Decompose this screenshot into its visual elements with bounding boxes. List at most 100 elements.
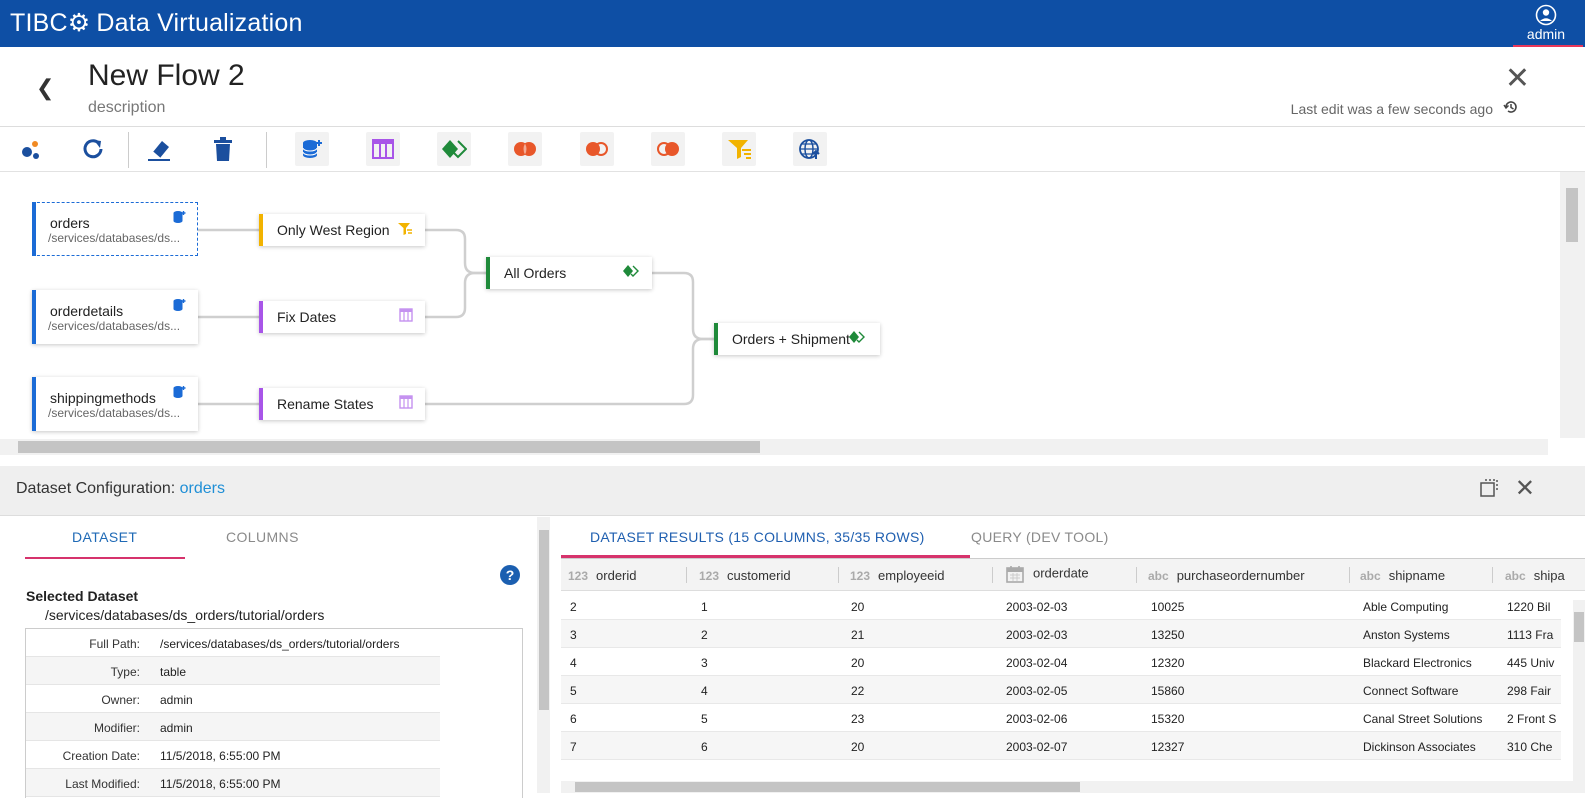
table-row[interactable]: 4 3 20 2003-02-04 12320 Blackard Electronics 4… [561,648,1561,676]
flow-connectors [198,228,718,406]
tab-query-dev-tool[interactable]: QUERY (DEV TOOL) [971,529,1109,545]
help-icon[interactable]: ? [500,565,520,585]
active-tab-indicator [25,557,185,559]
property-key: Owner: [101,693,140,707]
column-header-shipaddress[interactable]: abc shipa [1505,568,1565,583]
column-header-shipname[interactable]: abc shipname [1360,568,1445,583]
publish-icon[interactable] [793,132,827,166]
node-path: /services/databases/ds... [48,231,181,245]
left-join-icon[interactable] [580,132,614,166]
add-dataset-icon[interactable] [295,132,329,166]
user-avatar-icon [1535,4,1557,26]
config-dataset-name: orders [179,480,226,497]
user-menu[interactable]: admin [1513,4,1583,47]
app-header: TIBC⚙ Data Virtualization admin [0,0,1585,47]
flow-canvas[interactable]: orders /services/databases/ds... orderde… [0,172,1585,458]
column-header-orderdate[interactable]: orderdate [1005,564,1089,584]
transform-node-fix-dates[interactable]: Fix Dates [259,301,425,333]
filter-node-only-west-region[interactable]: Only West Region [259,214,425,246]
node-path: /services/databases/ds... [48,406,181,420]
table-row[interactable]: 2 1 20 2003-02-03 10025 Able Computing 1220 Bi… [561,592,1561,620]
config-label: Dataset Configuration: [16,480,176,497]
refresh-icon[interactable] [76,132,110,166]
table-cell: 21 [851,628,865,642]
last-edit-status: Last edit was a few seconds ago [1290,101,1493,117]
union-icon[interactable] [437,132,471,166]
text-type-icon: abc [1505,569,1526,583]
canvas-vertical-scroll-thumb[interactable] [1566,188,1578,242]
source-node-orderdetails[interactable]: orderdetails /services/databases/ds... [32,290,198,344]
table-cell: 298 Fair [1507,684,1552,698]
column-name: purchaseordernumber [1176,568,1305,583]
table-cell: 20 [851,600,865,614]
property-key: Full Path: [89,637,140,651]
filter-icon[interactable] [722,132,756,166]
table-cell: 2003-02-03 [1006,600,1068,614]
results-vertical-scrollbar[interactable] [1573,600,1585,793]
table-row[interactable]: 5 4 22 2003-02-05 15860 Connect Software 298 F… [561,676,1561,704]
table-row[interactable]: 6 5 23 2003-02-06 15320 Canal Street Solution… [561,704,1561,732]
flow-description[interactable]: description [88,99,166,116]
node-name: Orders + Shipment [732,331,850,347]
numeric-type-icon: 123 [850,569,871,583]
toolbar-divider [266,132,267,168]
user-name: admin [1526,26,1566,42]
source-node-orders[interactable]: orders /services/databases/ds... [32,202,198,256]
property-row: Type: table [26,657,440,685]
source-node-shippingmethods[interactable]: shippingmethods /services/databases/ds..… [32,377,198,431]
auto-layout-icon[interactable] [14,132,48,166]
table-cell: 1220 Bil [1507,600,1551,614]
table-row[interactable]: 3 2 21 2003-02-03 13250 Anston Systems 1113 Fr… [561,620,1561,648]
tab-columns[interactable]: COLUMNS [226,529,299,545]
history-icon[interactable] [1503,99,1519,120]
delete-icon[interactable] [206,132,240,166]
column-divider [992,567,993,583]
union-node-orders-shipment[interactable]: Orders + Shipment [714,323,880,355]
property-row: Creation Date: 11/5/2018, 6:55:00 PM [26,741,440,769]
join-icon[interactable] [508,132,542,166]
table-cell: 2 [701,628,708,642]
column-header-purchaseordernumber[interactable]: abc purchaseordernumber [1148,568,1305,583]
table-row[interactable]: 7 6 20 2003-02-07 12327 Dickinson Associates 3… [561,732,1561,760]
database-icon [172,298,186,315]
table-cell: 7 [570,740,577,754]
edit-columns-icon[interactable] [366,132,400,166]
table-cell: Blackard Electronics [1363,656,1472,670]
property-value: 11/5/2018, 6:55:00 PM [160,777,281,791]
column-header-employeeid[interactable]: 123 employeeid [850,568,945,583]
tab-dataset-results[interactable]: DATASET RESULTS (15 COLUMNS, 35/35 ROWS) [590,529,925,545]
results-table-header: 123 orderid 123 customerid 123 employeeid o… [561,559,1585,591]
close-icon[interactable]: ✕ [1504,62,1530,95]
details-vertical-scroll-thumb[interactable] [539,530,549,710]
column-header-orderid[interactable]: 123 orderid [568,568,637,583]
table-cell: 2003-02-07 [1006,740,1068,754]
flow-toolbar [0,128,1585,172]
table-cell: 3 [701,656,708,670]
column-divider [838,567,839,583]
close-panel-icon[interactable]: ✕ [1514,475,1535,502]
table-cell: Anston Systems [1363,628,1450,642]
union-node-all-orders[interactable]: All Orders [486,257,652,289]
tab-dataset[interactable]: DATASET [72,529,138,545]
user-underline [1513,45,1583,47]
numeric-type-icon: 123 [699,569,720,583]
right-join-icon[interactable] [651,132,685,166]
table-cell: Able Computing [1363,600,1449,614]
clear-icon[interactable] [142,132,176,166]
results-horizontal-scroll-thumb[interactable] [575,782,1080,792]
table-cell: 13250 [1151,628,1185,642]
transform-node-rename-states[interactable]: Rename States [259,388,425,420]
column-header-customerid[interactable]: 123 customerid [699,568,791,583]
back-icon[interactable]: ❮ [36,75,55,100]
results-vertical-scroll-thumb[interactable] [1574,612,1584,642]
brand-company: TIBC⚙ [10,9,91,37]
flow-title[interactable]: New Flow 2 [88,59,245,92]
calendar-icon [1006,566,1024,583]
expand-panel-icon[interactable] [1479,478,1499,503]
dataset-results-pane: DATASET RESULTS (15 COLUMNS, 35/35 ROWS)… [561,517,1585,793]
property-value: admin [160,721,193,735]
column-divider [1349,567,1350,583]
table-cell: 2003-02-05 [1006,684,1068,698]
canvas-horizontal-scroll-thumb[interactable] [18,441,760,453]
property-value: /services/databases/ds_orders/tutorial/o… [160,637,400,651]
